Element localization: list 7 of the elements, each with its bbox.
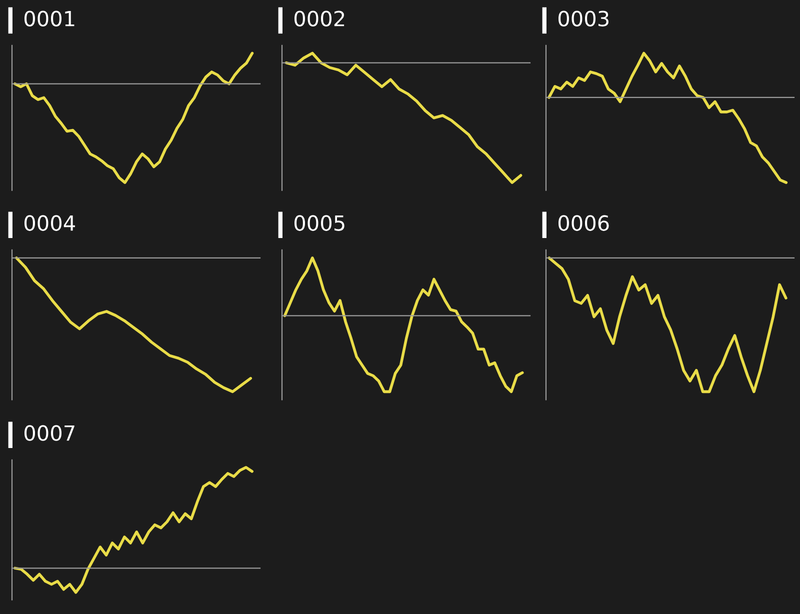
chart-title: 0005 [294,215,344,231]
chart-title: 0006 [558,215,609,231]
chart-title: 0001 [24,10,74,26]
chart-title: 0002 [294,10,344,26]
chart-title: 0003 [558,10,608,26]
chart-title: 0004 [24,215,75,231]
chart-title: 0007 [24,425,74,441]
